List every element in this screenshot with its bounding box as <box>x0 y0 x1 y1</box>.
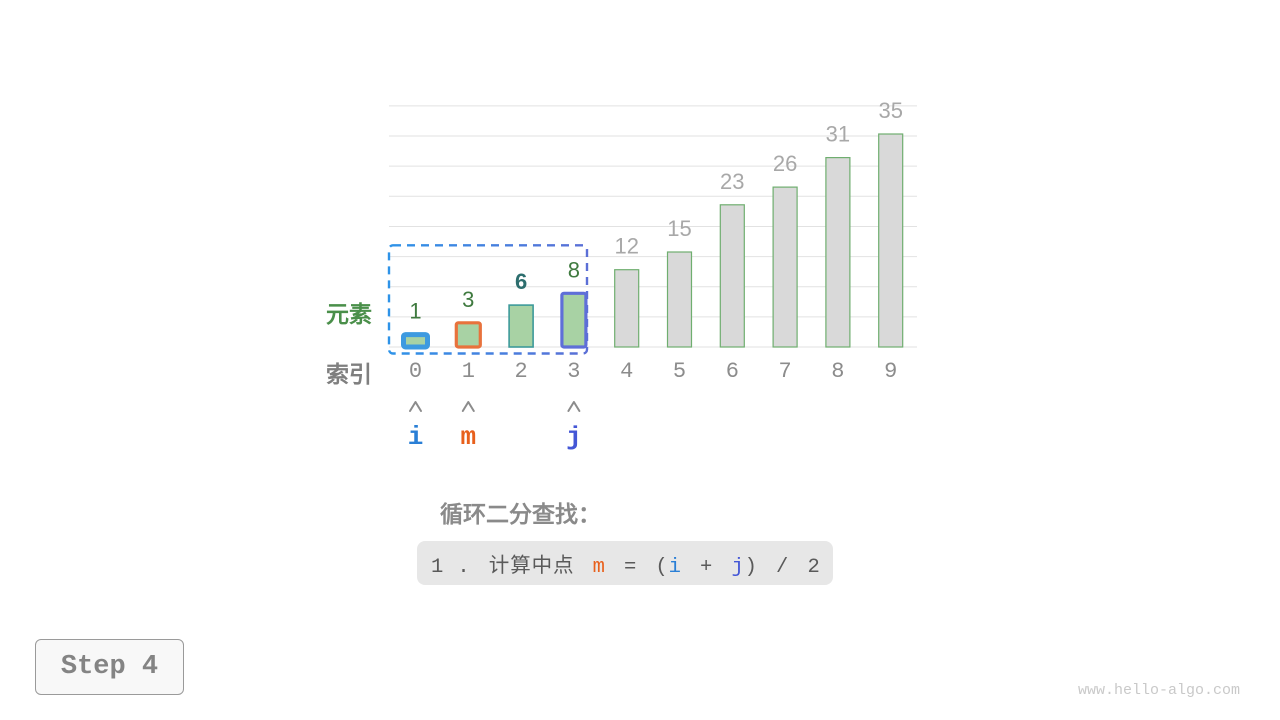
svg-text:7: 7 <box>778 359 791 384</box>
svg-text:4: 4 <box>620 359 633 384</box>
svg-text:5: 5 <box>673 359 686 384</box>
svg-text:9: 9 <box>884 359 897 384</box>
svg-text:i: i <box>408 422 424 452</box>
svg-text:3: 3 <box>567 359 580 384</box>
svg-text:j: j <box>566 422 582 452</box>
svg-text:6: 6 <box>726 359 739 384</box>
svg-text:1: 1 <box>409 299 421 324</box>
svg-text:31: 31 <box>826 122 850 147</box>
svg-text:0: 0 <box>409 359 422 384</box>
svg-text:35: 35 <box>878 98 902 123</box>
svg-text:6: 6 <box>515 269 527 294</box>
svg-text:3: 3 <box>462 287 474 312</box>
svg-text:8: 8 <box>568 257 580 282</box>
svg-text:元素: 元素 <box>326 301 372 327</box>
svg-text:23: 23 <box>720 169 744 194</box>
svg-text:索引: 索引 <box>326 361 372 387</box>
svg-text:2: 2 <box>514 359 527 384</box>
svg-text:1: 1 <box>462 359 475 384</box>
svg-text:26: 26 <box>773 151 797 176</box>
svg-text:15: 15 <box>667 216 691 241</box>
svg-text:m: m <box>460 422 476 452</box>
svg-text:8: 8 <box>831 359 844 384</box>
svg-text:12: 12 <box>614 234 638 259</box>
